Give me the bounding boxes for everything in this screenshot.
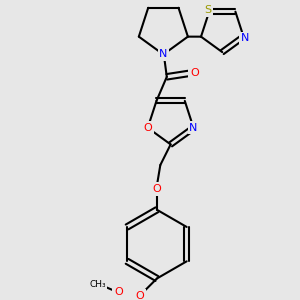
Text: CH₃: CH₃	[89, 280, 106, 289]
Text: N: N	[159, 50, 167, 59]
Text: O: O	[143, 123, 152, 133]
Text: O: O	[135, 291, 144, 300]
Text: N: N	[241, 33, 249, 43]
Text: O: O	[152, 184, 161, 194]
Text: N: N	[189, 123, 198, 133]
Text: S: S	[204, 5, 211, 15]
Text: O: O	[190, 68, 199, 78]
Text: O: O	[114, 287, 123, 297]
